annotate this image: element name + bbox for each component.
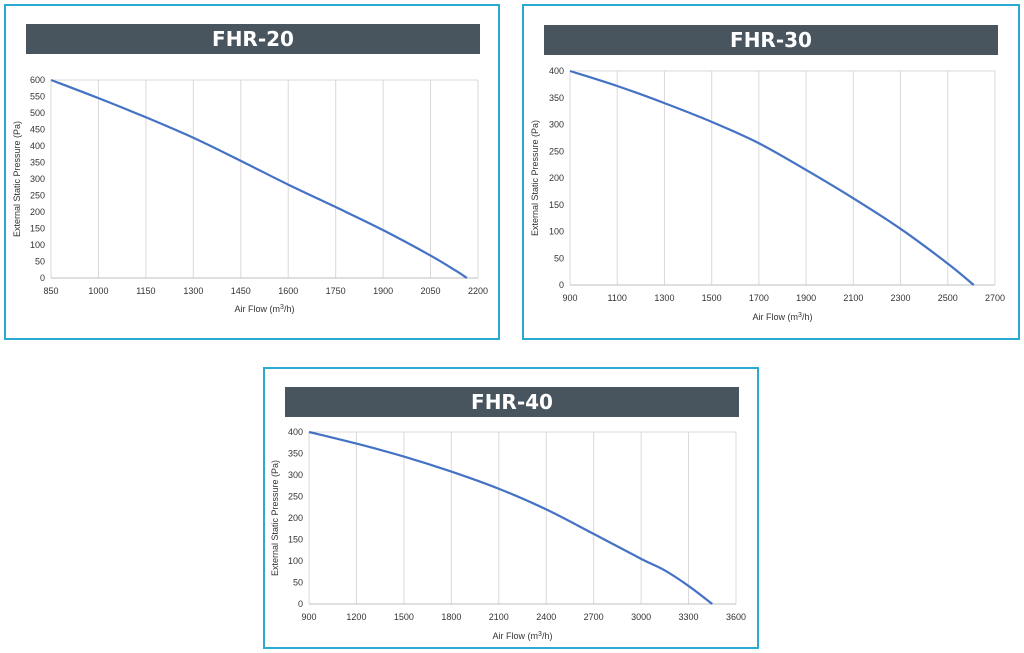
x-tick-label: 1750 xyxy=(326,286,346,296)
y-tick-label: 0 xyxy=(40,273,45,283)
y-tick-label: 100 xyxy=(549,227,564,237)
x-tick-label: 1000 xyxy=(88,286,108,296)
x-axis-label: Air Flow (m3/h) xyxy=(753,312,813,322)
x-tick-label: 900 xyxy=(301,612,316,622)
y-tick-label: 250 xyxy=(549,146,564,156)
x-tick-label: 1300 xyxy=(654,293,674,303)
y-axis-label: External Static Pressure (Pa) xyxy=(530,120,540,236)
y-tick-label: 150 xyxy=(30,224,45,234)
series-line xyxy=(569,69,975,286)
y-axis-label: External Static Pressure (Pa) xyxy=(12,121,22,237)
y-tick-label: 0 xyxy=(298,599,303,609)
y-tick-label: 50 xyxy=(35,257,45,267)
y-tick-label: 0 xyxy=(559,280,564,290)
y-tick-label: 400 xyxy=(288,427,303,437)
y-tick-label: 400 xyxy=(549,66,564,76)
chart-title: FHR-40 xyxy=(285,387,739,417)
x-tick-label: 1600 xyxy=(278,286,298,296)
y-tick-label: 150 xyxy=(288,535,303,545)
chart-panel-fhr-40: FHR-40 900 1200 1500 1800 2100 2400 2700 3000 33… xyxy=(263,367,759,649)
y-tick-label: 350 xyxy=(288,449,303,459)
y-tick-label: 300 xyxy=(549,120,564,130)
x-tick-label: 2700 xyxy=(584,612,604,622)
x-tick-label: 1300 xyxy=(183,286,203,296)
y-tick-label: 400 xyxy=(30,141,45,151)
x-tick-label: 1100 xyxy=(608,293,627,303)
x-tick-label: 900 xyxy=(562,293,577,303)
x-tick-label: 1900 xyxy=(373,286,393,296)
chart-plot: 900 1100 1300 1500 1700 1900 2100 2300 2500 2700 0… xyxy=(530,66,1005,322)
chart-title: FHR-20 xyxy=(26,24,480,54)
x-tick-label: 2100 xyxy=(843,293,863,303)
x-tick-label: 2700 xyxy=(985,293,1005,303)
x-tick-label: 850 xyxy=(43,286,58,296)
x-tick-label: 3300 xyxy=(679,612,699,622)
x-tick-label: 2400 xyxy=(536,612,556,622)
y-tick-label: 350 xyxy=(30,158,45,168)
y-tick-label: 150 xyxy=(549,200,564,210)
chart-plot: 900 1200 1500 1800 2100 2400 2700 3000 3300 3600 0… xyxy=(270,427,746,641)
y-tick-label: 300 xyxy=(288,470,303,480)
y-tick-label: 300 xyxy=(30,174,45,184)
y-tick-label: 550 xyxy=(30,92,45,102)
chart-panel-fhr-20: FHR-20 850 1000 1150 1300 1450 1600 1750 1900 20… xyxy=(4,4,500,340)
x-tick-label: 1450 xyxy=(231,286,251,296)
chart-title: FHR-30 xyxy=(544,25,998,55)
chart-panel-fhr-30: FHR-30 900 1100 1300 1500 1700 1900 2100 2300 25… xyxy=(522,4,1020,340)
y-tick-label: 100 xyxy=(30,240,45,250)
y-tick-label: 50 xyxy=(293,578,303,588)
x-tick-label: 1150 xyxy=(136,286,155,296)
y-tick-label: 600 xyxy=(30,75,45,85)
y-tick-label: 200 xyxy=(549,173,564,183)
x-tick-label: 2200 xyxy=(468,286,488,296)
y-tick-label: 50 xyxy=(554,253,564,263)
series-line xyxy=(50,78,468,279)
y-tick-label: 350 xyxy=(549,93,564,103)
x-tick-label: 2050 xyxy=(421,286,441,296)
chart-plot: 850 1000 1150 1300 1450 1600 1750 1900 2050 2200 0… xyxy=(12,75,488,314)
y-tick-label: 250 xyxy=(30,191,45,201)
y-tick-label: 250 xyxy=(288,492,303,502)
x-tick-label: 1500 xyxy=(702,293,722,303)
x-tick-label: 2300 xyxy=(891,293,911,303)
x-tick-label: 1900 xyxy=(796,293,816,303)
y-axis-label: External Static Pressure (Pa) xyxy=(270,460,280,576)
y-tick-label: 450 xyxy=(30,125,45,135)
x-tick-label: 3000 xyxy=(631,612,651,622)
y-tick-label: 200 xyxy=(30,207,45,217)
x-tick-label: 1200 xyxy=(346,612,366,622)
series-line xyxy=(308,430,713,605)
x-tick-label: 1700 xyxy=(749,293,769,303)
x-tick-label: 1800 xyxy=(441,612,461,622)
x-tick-label: 3600 xyxy=(726,612,746,622)
y-tick-label: 500 xyxy=(30,108,45,118)
x-tick-label: 2500 xyxy=(938,293,958,303)
x-axis-label: Air Flow (m3/h) xyxy=(493,631,553,641)
y-tick-label: 200 xyxy=(288,513,303,523)
y-tick-label: 100 xyxy=(288,556,303,566)
x-axis-label: Air Flow (m3/h) xyxy=(235,304,295,314)
x-tick-label: 1500 xyxy=(394,612,414,622)
x-tick-label: 2100 xyxy=(489,612,509,622)
